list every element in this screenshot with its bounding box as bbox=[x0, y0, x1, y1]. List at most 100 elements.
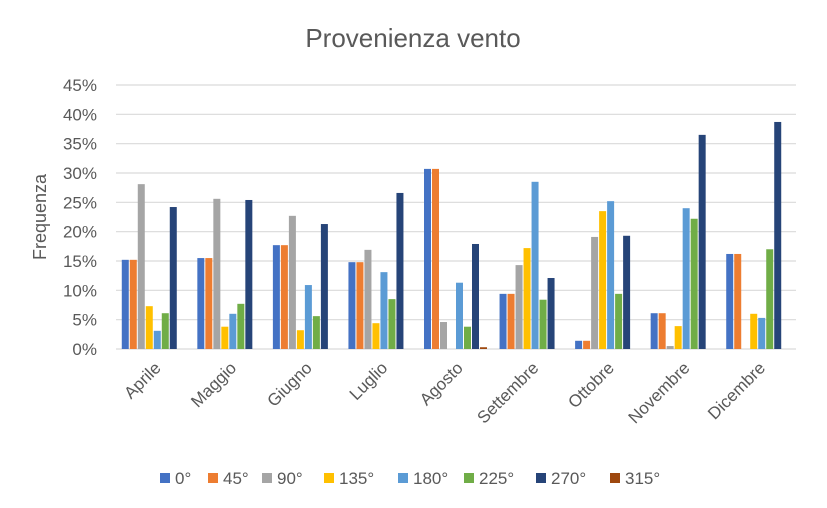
bar-maggio-5 bbox=[237, 303, 245, 349]
legend-label: 90° bbox=[277, 469, 303, 488]
bar-novembre-3 bbox=[674, 326, 682, 349]
bar-dicembre-0 bbox=[726, 253, 734, 349]
bar-giugno-3 bbox=[296, 330, 304, 349]
bar-ottobre-2 bbox=[591, 236, 599, 349]
bar-maggio-3 bbox=[221, 326, 229, 349]
bar-agosto-7 bbox=[480, 347, 487, 349]
bar-giugno-1 bbox=[280, 245, 288, 349]
bar-ottobre-6 bbox=[623, 235, 631, 349]
x-tick-label: Dicembre bbox=[704, 358, 769, 423]
bar-maggio-4 bbox=[229, 313, 237, 349]
chart-title: Provenienza vento bbox=[305, 23, 520, 53]
bar-novembre-0 bbox=[650, 313, 658, 349]
y-tick-label: 20% bbox=[63, 223, 97, 242]
bar-luglio-4 bbox=[380, 272, 388, 349]
y-axis-label: Frequenza bbox=[30, 173, 50, 260]
legend-swatch bbox=[208, 473, 218, 483]
x-tick-label: Maggio bbox=[187, 358, 240, 411]
legend-swatch bbox=[160, 473, 170, 483]
y-tick-label: 25% bbox=[63, 193, 97, 212]
bar-settembre-0 bbox=[499, 293, 507, 349]
y-tick-label: 30% bbox=[63, 164, 97, 183]
legend-swatch bbox=[464, 473, 474, 483]
y-tick-label: 10% bbox=[63, 281, 97, 300]
bar-dicembre-5 bbox=[766, 249, 774, 349]
legend-label: 180° bbox=[413, 469, 448, 488]
bar-aprile-4 bbox=[153, 330, 161, 349]
bar-maggio-0 bbox=[197, 258, 205, 349]
bar-giugno-0 bbox=[272, 245, 280, 349]
bar-luglio-2 bbox=[364, 249, 372, 349]
bar-luglio-0 bbox=[348, 262, 356, 349]
bar-novembre-4 bbox=[682, 208, 690, 349]
legend-swatch bbox=[536, 473, 546, 483]
bar-ottobre-1 bbox=[583, 340, 591, 349]
legend-label: 45° bbox=[223, 469, 249, 488]
bar-dicembre-4 bbox=[758, 317, 766, 349]
bar-ottobre-3 bbox=[599, 211, 607, 349]
bar-maggio-6 bbox=[245, 199, 253, 349]
x-tick-label: Luglio bbox=[346, 358, 392, 404]
bar-luglio-3 bbox=[372, 323, 380, 349]
bar-agosto-2 bbox=[440, 322, 447, 349]
bar-dicembre-1 bbox=[734, 253, 742, 349]
bar-aprile-0 bbox=[121, 259, 129, 349]
bar-agosto-1 bbox=[432, 168, 439, 349]
y-tick-label: 35% bbox=[63, 135, 97, 154]
y-tick-label: 45% bbox=[63, 76, 97, 95]
bar-ottobre-4 bbox=[607, 201, 615, 349]
bar-giugno-4 bbox=[304, 285, 312, 349]
bar-luglio-5 bbox=[388, 299, 396, 349]
bar-dicembre-6 bbox=[774, 121, 782, 350]
legend-label: 315° bbox=[625, 469, 660, 488]
bar-maggio-2 bbox=[213, 198, 221, 349]
x-tick-label: Giugno bbox=[264, 358, 316, 410]
legend-swatch bbox=[610, 473, 620, 483]
x-tick-label: Novembre bbox=[625, 358, 694, 427]
bar-novembre-5 bbox=[690, 218, 698, 349]
bar-settembre-1 bbox=[507, 293, 515, 349]
bar-aprile-5 bbox=[161, 313, 169, 349]
bar-giugno-5 bbox=[312, 316, 320, 349]
legend-label: 270° bbox=[551, 469, 586, 488]
legend-label: 135° bbox=[339, 469, 374, 488]
bar-settembre-3 bbox=[523, 248, 531, 349]
bar-ottobre-5 bbox=[615, 293, 623, 349]
bar-settembre-6 bbox=[547, 278, 555, 349]
legend-swatch bbox=[398, 473, 408, 483]
bar-settembre-2 bbox=[515, 265, 523, 349]
x-tick-label: Settembre bbox=[473, 358, 542, 427]
bar-dicembre-3 bbox=[750, 313, 758, 349]
bar-aprile-3 bbox=[145, 306, 153, 349]
bar-agosto-5 bbox=[464, 326, 471, 349]
bar-settembre-4 bbox=[531, 181, 539, 349]
bar-ottobre-0 bbox=[575, 340, 583, 349]
bar-novembre-1 bbox=[658, 313, 666, 349]
x-tick-label: Aprile bbox=[120, 358, 164, 402]
bar-giugno-2 bbox=[288, 215, 296, 349]
x-tick-label: Agosto bbox=[416, 358, 467, 409]
y-tick-label: 40% bbox=[63, 105, 97, 124]
legend-swatch bbox=[324, 473, 334, 483]
bar-agosto-4 bbox=[456, 282, 463, 349]
y-tick-label: 5% bbox=[72, 311, 97, 330]
x-tick-label: Ottobre bbox=[564, 358, 618, 412]
bar-settembre-5 bbox=[539, 299, 547, 349]
y-tick-label: 15% bbox=[63, 252, 97, 271]
bar-novembre-6 bbox=[698, 134, 706, 349]
bar-maggio-1 bbox=[205, 258, 213, 349]
bar-luglio-6 bbox=[396, 192, 404, 349]
bar-novembre-2 bbox=[666, 346, 674, 349]
legend-label: 225° bbox=[479, 469, 514, 488]
bar-aprile-2 bbox=[137, 184, 145, 349]
bar-aprile-1 bbox=[129, 259, 137, 349]
bar-giugno-6 bbox=[320, 224, 328, 349]
legend-label: 0° bbox=[175, 469, 191, 488]
bar-agosto-0 bbox=[424, 168, 431, 349]
bar-aprile-6 bbox=[169, 207, 177, 349]
legend-swatch bbox=[262, 473, 272, 483]
bar-luglio-1 bbox=[356, 262, 364, 349]
bar-agosto-6 bbox=[472, 243, 479, 349]
y-tick-label: 0% bbox=[72, 340, 97, 359]
